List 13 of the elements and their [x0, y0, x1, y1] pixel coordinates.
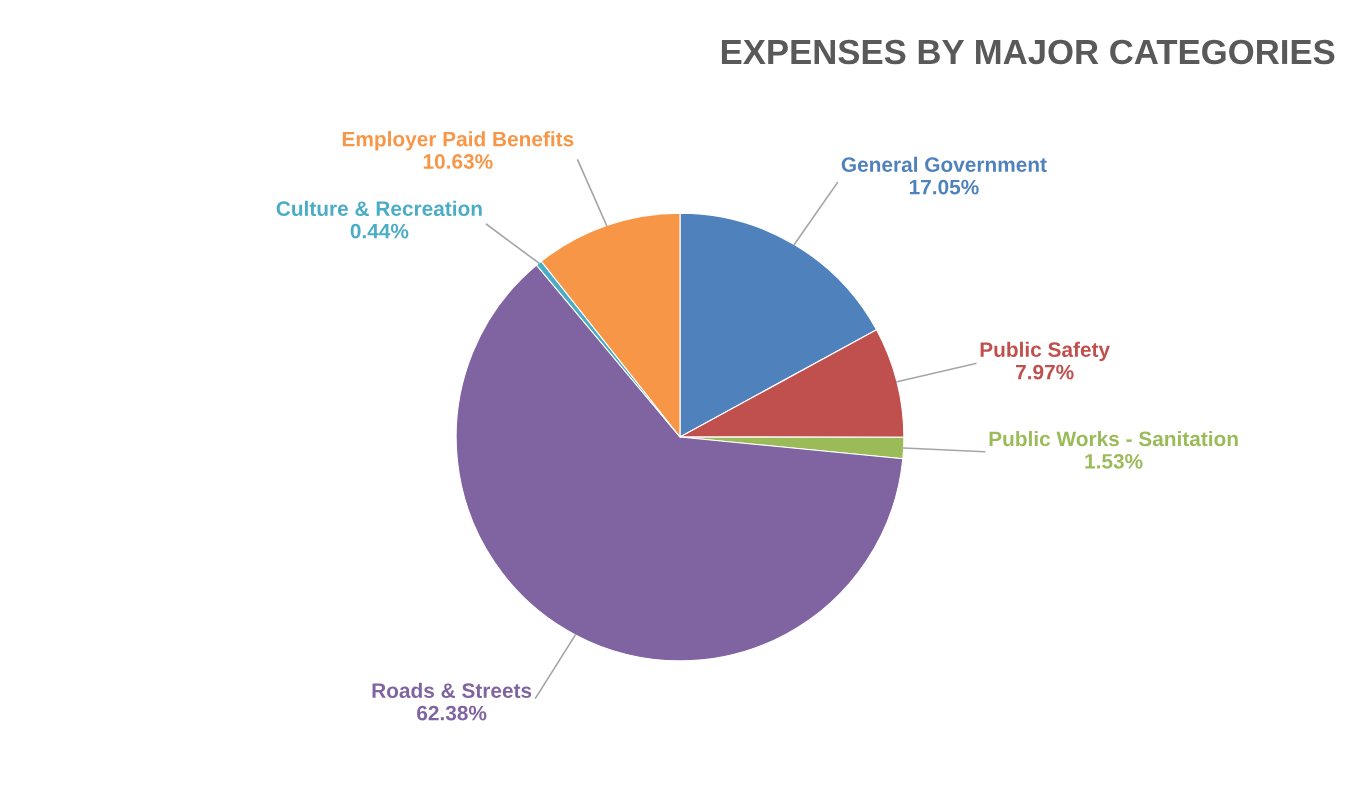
- slice-label: Public Safety: [980, 341, 1110, 362]
- slice-label: General Government: [841, 156, 1047, 173]
- data-label: 17.05%: [909, 179, 979, 195]
- slice-label: Employer Paid Benefits: [342, 131, 574, 151]
- data-label: 0.44%: [350, 223, 409, 239]
- chart-title: EXPENSES BY MAJOR CATEGORIES: [721, 39, 1335, 65]
- data-label: 1.53%: [1085, 453, 1143, 469]
- data-label: 62.38%: [417, 705, 487, 721]
- data-label: 10.63%: [423, 154, 493, 169]
- slice-label: Roads & Streets: [372, 682, 532, 698]
- slice-label: Culture & Recreation: [276, 200, 482, 217]
- data-label: 7.97%: [1016, 364, 1074, 380]
- slice-label: Public Works - Sanitation: [989, 430, 1238, 447]
